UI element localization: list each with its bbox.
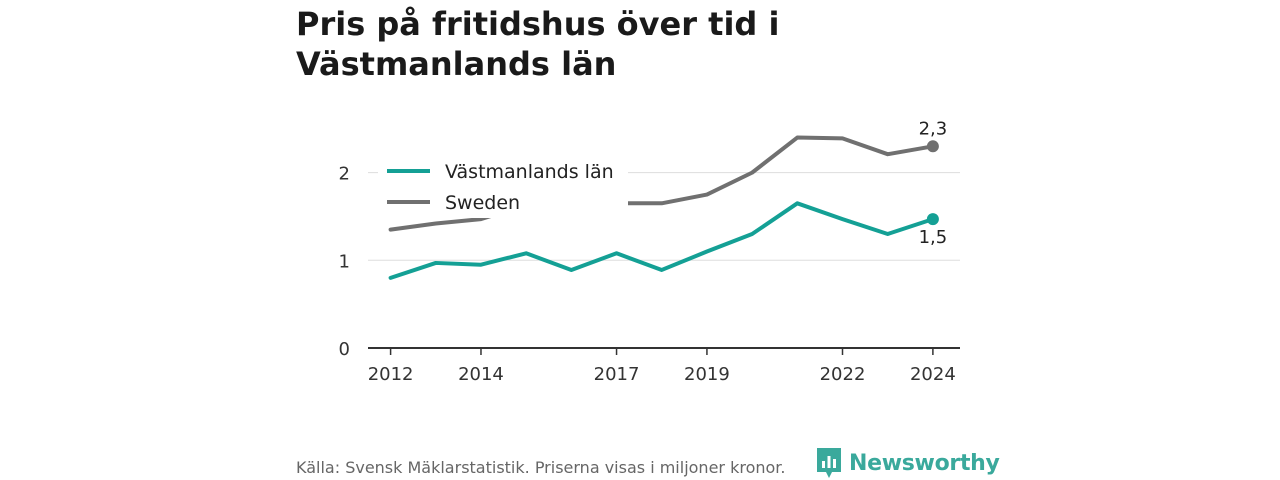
- logo-text: Newsworthy: [849, 450, 1000, 476]
- x-tick-label: 2014: [458, 364, 504, 385]
- series-end-point: [926, 213, 939, 226]
- legend-label: Västmanlands län: [445, 161, 614, 183]
- chart-title: Pris på fritidshus över tid i Västmanlan…: [296, 5, 780, 83]
- source-note: Källa: Svensk Mäklarstatistik. Priserna …: [296, 458, 786, 477]
- x-tick-label: 2012: [368, 364, 414, 385]
- y-tick-label: 1: [339, 251, 350, 272]
- x-tick-label: 2019: [684, 364, 730, 385]
- y-tick-label: 2: [339, 164, 350, 185]
- series-end-label: 2,3: [919, 118, 948, 139]
- series-line-0: [388, 201, 935, 280]
- legend-label: Sweden: [445, 192, 520, 214]
- series-end-point: [926, 140, 939, 153]
- x-tick-label: 2024: [910, 364, 956, 385]
- newsworthy-logo-icon: [817, 448, 841, 478]
- series-line-1: [388, 135, 935, 232]
- x-tick-label: 2022: [820, 364, 866, 385]
- legend: Västmanlands län Sweden: [378, 150, 628, 218]
- series-lines: 2,3 1,5: [388, 118, 948, 280]
- y-tick-label: 0: [339, 339, 350, 360]
- x-tick-label: 2017: [594, 364, 640, 385]
- x-axis: 2012 2014 2017 2019 2022 2024: [368, 347, 960, 385]
- newsworthy-logo: Newsworthy: [815, 446, 1000, 480]
- series-end-label: 1,5: [919, 227, 948, 248]
- legend-background: [378, 150, 628, 218]
